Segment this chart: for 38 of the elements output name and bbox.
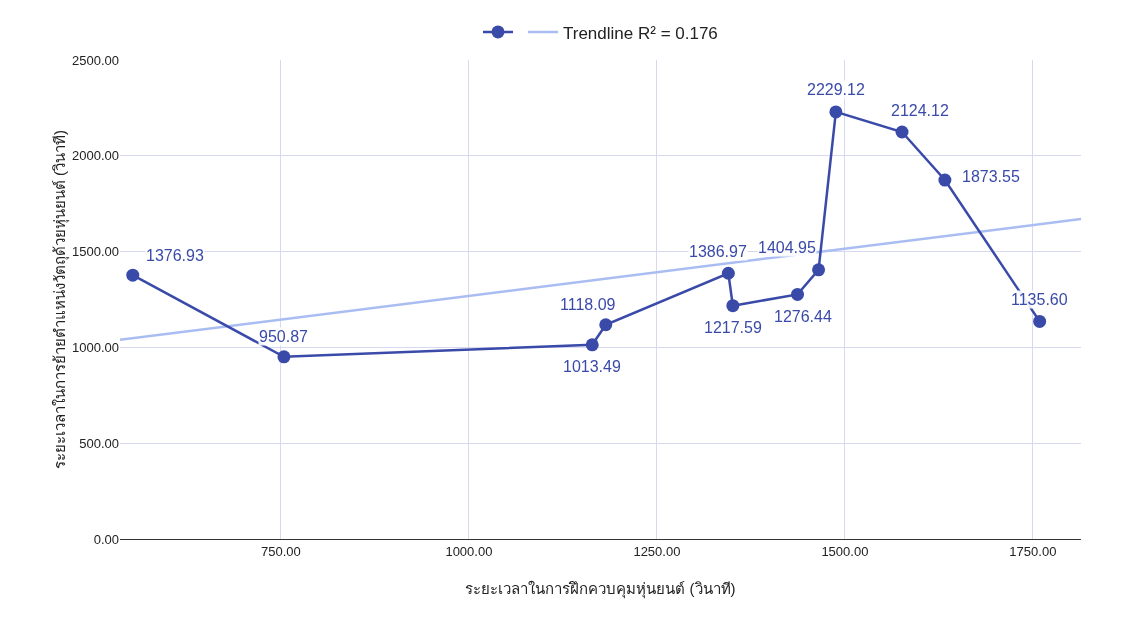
data-label: 2124.12 bbox=[891, 102, 949, 119]
point bbox=[812, 263, 826, 277]
y-tick-label: 0.00 bbox=[93, 531, 119, 547]
data-label: 1404.95 bbox=[758, 239, 816, 256]
data-label: 1217.59 bbox=[704, 319, 762, 336]
point bbox=[277, 350, 291, 364]
y-axis-title: ระยะเวลาในการย้ายตำแหน่งวัตถุด้วยหุ่นยนต์ (วินาที) bbox=[51, 129, 70, 470]
data-label: 1276.44 bbox=[774, 308, 832, 325]
point bbox=[721, 266, 735, 280]
y-tick-label: 2500.00 bbox=[72, 52, 119, 68]
data-label: 950.87 bbox=[259, 328, 309, 345]
data-label: 1386.97 bbox=[689, 243, 747, 260]
x-tick-label: 1750.00 bbox=[1009, 543, 1057, 559]
data-label: 1135.60 bbox=[1011, 291, 1068, 308]
y-tick-label: 1500.00 bbox=[72, 244, 119, 260]
point bbox=[829, 105, 843, 119]
y-tick-label: 2000.00 bbox=[72, 148, 119, 164]
data-label: 2229.12 bbox=[807, 81, 865, 98]
data-label: 1118.09 bbox=[560, 296, 616, 313]
x-tick-label: 750.00 bbox=[261, 543, 301, 559]
point bbox=[585, 338, 599, 352]
point bbox=[599, 318, 613, 332]
data-label: 1873.55 bbox=[962, 168, 1020, 185]
y-tick-label: 500.00 bbox=[79, 435, 119, 451]
point bbox=[1033, 314, 1047, 328]
point bbox=[791, 287, 805, 301]
y-tick-label: 1000.00 bbox=[72, 339, 119, 355]
point bbox=[938, 173, 952, 187]
data-label: 1013.49 bbox=[563, 358, 621, 375]
point bbox=[895, 125, 909, 139]
x-tick-label: 1000.00 bbox=[445, 543, 493, 559]
x-tick-label: 1250.00 bbox=[633, 543, 681, 559]
data-label: 1376.93 bbox=[146, 247, 204, 264]
legend-label: Trendline R² = 0.176 bbox=[563, 23, 718, 43]
point bbox=[726, 299, 740, 313]
x-tick-label: 1500.00 bbox=[821, 543, 869, 559]
x-axis-title: ระยะเวลาในการฝึกควบคุมหุ่นยนต์ (วินาที) bbox=[465, 580, 736, 599]
point bbox=[126, 268, 140, 282]
